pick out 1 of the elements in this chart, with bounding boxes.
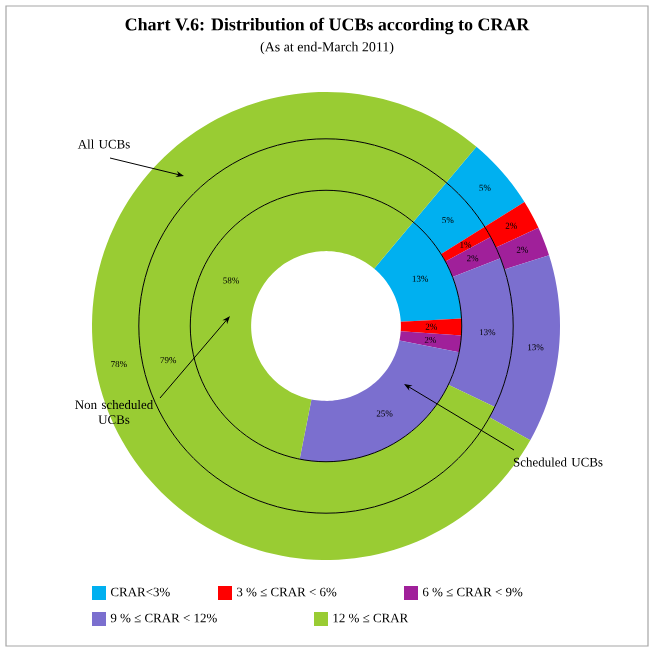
chart-title: Chart V.6: Distribution of UCBs according to CRAR — [125, 17, 530, 35]
